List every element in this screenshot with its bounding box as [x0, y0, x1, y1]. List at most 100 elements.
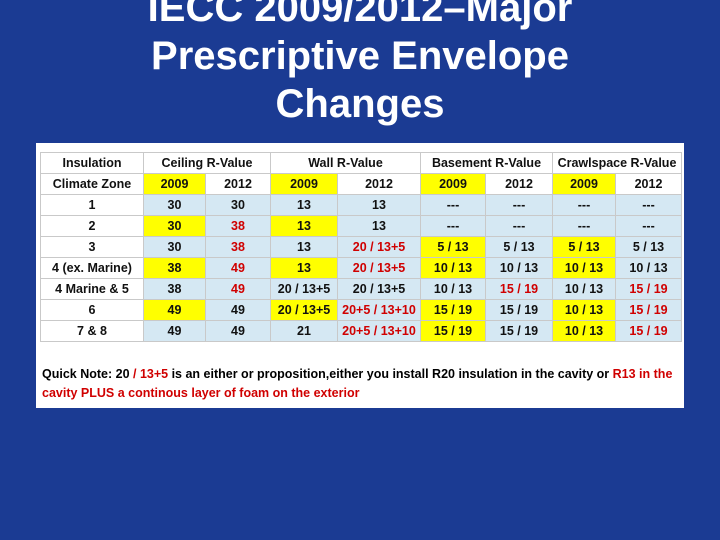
cell: 2009 [420, 173, 486, 195]
cell: 5 / 13 [552, 236, 616, 258]
table: Insulation Ceiling R-Value Wall R-Value Bas… [40, 152, 682, 342]
group-header: Ceiling R-Value [143, 152, 271, 174]
cell: 2009 [143, 173, 206, 195]
cell: 49 [205, 299, 271, 321]
table-row: 1 30 30 13 13 --- --- --- --- [40, 194, 682, 216]
cell: 20 / 13+5 [337, 236, 421, 258]
note-segment: is an either or proposition,either you i… [168, 367, 433, 381]
cell: 49 [143, 320, 206, 342]
title-line: Prescriptive Envelope [151, 34, 569, 78]
cell: 13 [337, 215, 421, 237]
cell: --- [615, 215, 682, 237]
cell: 15 / 19 [485, 299, 553, 321]
note-segment: R13 in the cavity PLUS a continous layer… [42, 367, 673, 400]
cell: 10 / 13 [552, 320, 616, 342]
row-label: 7 & 8 [40, 320, 144, 342]
cell: 5 / 13 [420, 236, 486, 258]
cell: 20+5 / 13+10 [337, 299, 421, 321]
cell: 10 / 13 [420, 278, 486, 300]
table-row: 3 30 38 13 20 / 13+5 5 / 13 5 / 13 5 / 13 5 / 13 [40, 236, 682, 258]
group-header: Basement R-Value [420, 152, 553, 174]
cell: 13 [270, 236, 338, 258]
cell: 2012 [337, 173, 421, 195]
group-header: Wall R-Value [270, 152, 421, 174]
cell: --- [552, 215, 616, 237]
cell: 10 / 13 [615, 257, 682, 279]
cell: 15 / 19 [615, 278, 682, 300]
row-label: 2 [40, 215, 144, 237]
cell: 21 [270, 320, 338, 342]
row-label: 6 [40, 299, 144, 321]
cell: 10 / 13 [552, 278, 616, 300]
cell: 49 [143, 299, 206, 321]
table-row: 2 30 38 13 13 --- --- --- --- [40, 215, 682, 237]
cell: 49 [205, 278, 271, 300]
row-label: 4 (ex. Marine) [40, 257, 144, 279]
cell: 10 / 13 [552, 299, 616, 321]
cell: 13 [270, 257, 338, 279]
note: Quick Note: 20 / 13+5 is an either or pr… [42, 365, 682, 403]
note-segment: or [593, 367, 613, 381]
table-row: 4 Marine & 5 38 49 20 / 13+5 20 / 13+5 10 / 1… [40, 278, 682, 300]
title: IECC 2009/2012–Major Prescriptive Envelop… [0, 0, 720, 128]
table-panel: Insulation Ceiling R-Value Wall R-Value Bas… [36, 143, 684, 408]
cell: 13 [270, 194, 338, 216]
cell: 10 / 13 [552, 257, 616, 279]
cell: 30 [143, 236, 206, 258]
cell: 15 / 19 [485, 278, 553, 300]
cell: 30 [143, 194, 206, 216]
cell: --- [420, 194, 486, 216]
cell: 5 / 13 [615, 236, 682, 258]
cell: 10 / 13 [420, 257, 486, 279]
note-segment: Quick Note: [42, 367, 116, 381]
cell: 38 [143, 257, 206, 279]
cell: 2009 [270, 173, 338, 195]
cell: --- [485, 194, 553, 216]
cell: --- [485, 215, 553, 237]
row-label: 1 [40, 194, 144, 216]
cell: --- [552, 194, 616, 216]
cell: --- [615, 194, 682, 216]
title-line: IECC 2009/2012–Major [147, 0, 573, 30]
note-segment: R20 insulation in the cavity [432, 367, 594, 381]
row-label: Climate Zone [40, 173, 144, 195]
cell: 20 / 13+5 [270, 299, 338, 321]
cell: 20 / 13+5 [337, 278, 421, 300]
cell: 20+5 / 13+10 [337, 320, 421, 342]
cell: 15 / 19 [420, 320, 486, 342]
cell: 10 / 13 [485, 257, 553, 279]
cell: 38 [205, 236, 271, 258]
note-segment: 20 [115, 367, 130, 381]
cell: 49 [205, 257, 271, 279]
cell: 38 [143, 278, 206, 300]
cell: 30 [205, 194, 271, 216]
cell: 15 / 19 [615, 320, 682, 342]
cell: 20 / 13+5 [270, 278, 338, 300]
table-row: 6 49 49 20 / 13+5 20+5 / 13+10 15 / 19 15 / 19… [40, 299, 682, 321]
cell: 30 [143, 215, 206, 237]
cell: 38 [205, 215, 271, 237]
cell: --- [420, 215, 486, 237]
cell: 15 / 19 [485, 320, 553, 342]
cell: 13 [337, 194, 421, 216]
group-header: Insulation [40, 152, 144, 174]
cell: 20 / 13+5 [337, 257, 421, 279]
note-segment: / 13+5 [129, 367, 169, 381]
group-header: Crawlspace R-Value [552, 152, 682, 174]
cell: 49 [205, 320, 271, 342]
header-row: Insulation Ceiling R-Value Wall R-Value Bas… [40, 152, 682, 174]
row-label: 4 Marine & 5 [40, 278, 144, 300]
cell: 13 [270, 215, 338, 237]
row-label: 3 [40, 236, 144, 258]
table-row: Climate Zone 2009 2012 2009 2012 2009 2012 2009… [40, 173, 682, 195]
table-row: 7 & 8 49 49 21 20+5 / 13+10 15 / 19 15 / 19 10 … [40, 320, 682, 342]
title-line: Changes [275, 82, 445, 126]
cell: 2012 [485, 173, 553, 195]
cell: 2009 [552, 173, 616, 195]
cell: 2012 [205, 173, 271, 195]
cell: 15 / 19 [420, 299, 486, 321]
cell: 15 / 19 [615, 299, 682, 321]
table-row: 4 (ex. Marine) 38 49 13 20 / 13+5 10 / 13 10 /… [40, 257, 682, 279]
cell: 5 / 13 [485, 236, 553, 258]
